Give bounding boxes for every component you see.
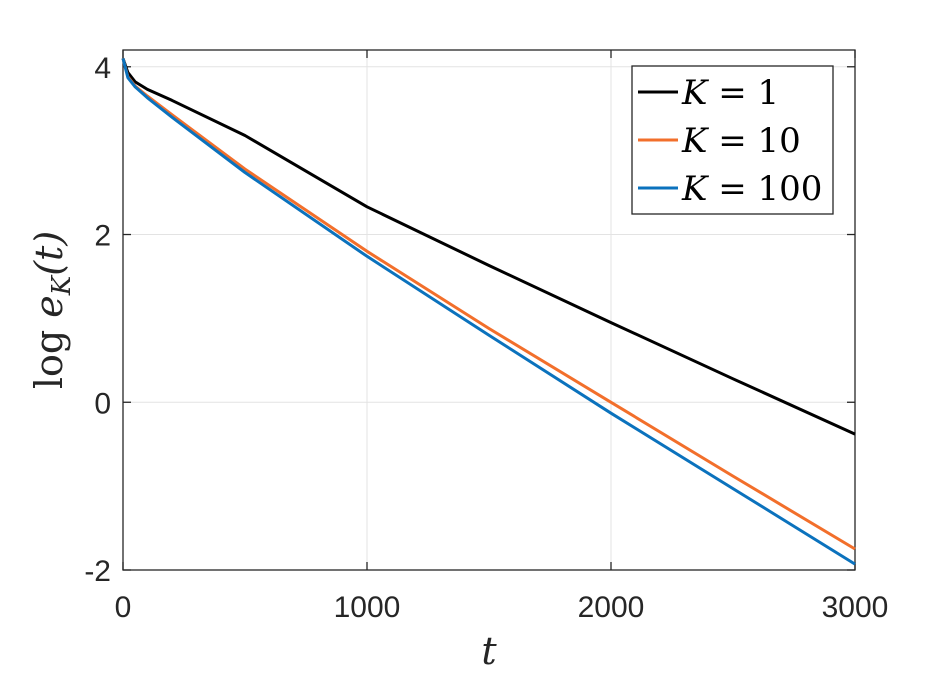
series-layer [121,57,856,566]
y-axis-label: log eK(t) [27,231,77,389]
legend-label-1: K = 1 [681,73,779,113]
plot-area-frame [122,49,856,571]
legend-label-2: K = 10 [681,121,801,161]
x-axis-label: t [481,629,497,673]
x-tick-label: 2000 [578,591,645,624]
x-tick-label: 1000 [334,591,401,624]
legend: K = 1 K = 10 K = 100 [631,65,834,215]
y-tick-label: 4 [94,52,111,85]
x-tick-label: 0 [115,591,132,624]
y-tick-label: 2 [94,220,111,253]
series-line-1 [121,57,856,436]
x-tick-label: 3000 [822,591,889,624]
series-line-3 [121,58,856,566]
legend-label-3: K = 100 [681,169,822,209]
y-tick-label: -2 [84,555,111,588]
axis-layer [122,50,856,571]
y-tick-label: 0 [94,387,111,420]
